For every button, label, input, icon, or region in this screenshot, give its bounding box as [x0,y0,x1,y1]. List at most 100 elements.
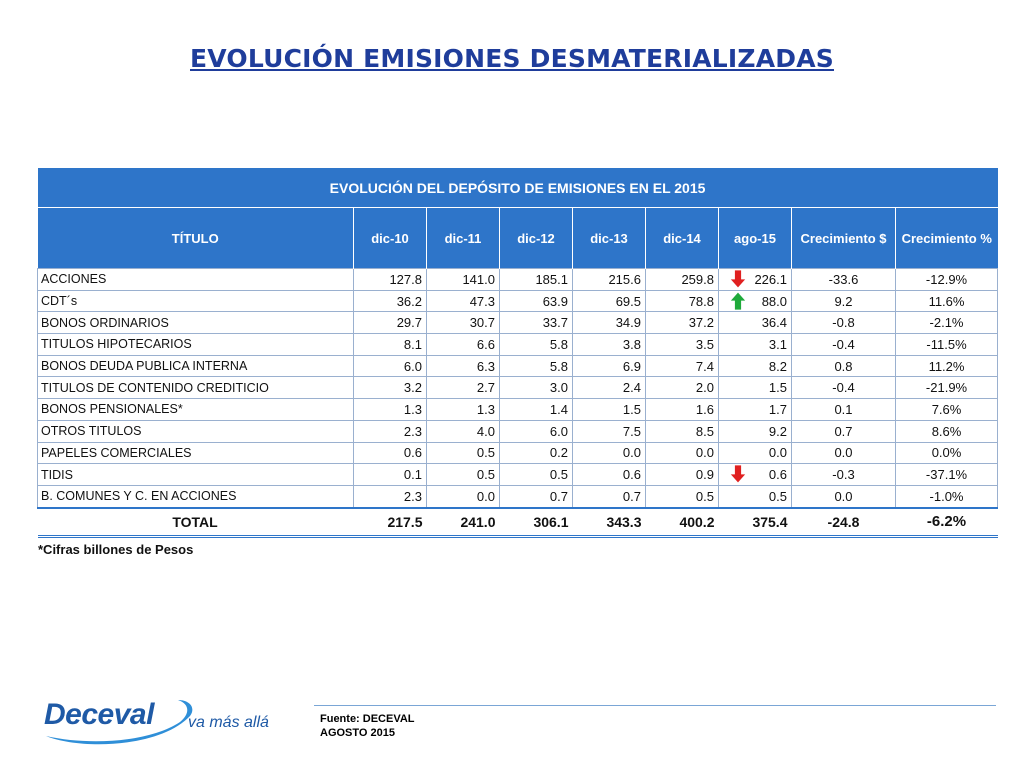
row-value-text: 29.7 [396,315,422,331]
row-growth-pct: 11.2% [894,354,999,378]
row-value: 3.8 [572,333,646,356]
row-growth-pct: 7.6% [894,398,999,421]
row-value: 1.3 [426,398,500,421]
row-value: 0.7 [499,484,573,509]
row-value: 1.6 [645,398,719,421]
header-crecimiento-pct: Crecimiento % [895,207,998,269]
row-value: 1.5 [572,398,646,421]
source-line-2: AGOSTO 2015 [320,727,395,739]
row-value: 2.7 [426,376,500,400]
row-value-text: 6.0 [403,358,422,374]
row-title: BONOS PENSIONALES* [37,398,354,421]
row-value-text: 34.9 [615,315,641,331]
row-value-text: 0.0 [476,488,495,504]
row-value-text: 6.0 [549,423,568,439]
row-growth-pct: 8.6% [894,419,999,443]
row-value: 7.5 [572,419,646,443]
row-value: 185.1 [499,268,573,291]
row-value-text: 2.7 [476,380,495,396]
row-value: 6.3 [426,354,500,378]
row-value: 226.1 [718,268,792,291]
row-value: 2.3 [353,419,427,443]
row-growth-pesos: 0.0 [791,441,896,465]
row-growth-pesos: 9.2 [791,289,896,313]
row-value: 5.8 [499,354,573,378]
header-crecimiento-pesos: Crecimiento $ [791,207,896,269]
table-row: ACCIONES 127.8 141.0 185.1 215.6 259.8 226.1 -3… [37,268,999,291]
row-value-text: 7.4 [695,358,714,374]
source-note: Fuente: DECEVAL AGOSTO 2015 [320,712,415,740]
row-value: 6.6 [426,333,500,356]
row-value: 8.5 [645,419,719,443]
row-value-text: 0.6 [768,467,787,483]
arrow-down-icon [729,269,747,289]
table-row: TITULOS HIPOTECARIOS 8.1 6.6 5.8 3.8 3.5 3.1 -0… [37,333,999,356]
row-growth-pesos: 0.0 [791,484,896,509]
logo-swoosh-icon [46,700,193,745]
row-title: OTROS TITULOS [37,419,354,443]
table-row: TIDIS 0.1 0.5 0.5 0.6 0.9 0.6 -0.3 -37.1% [37,463,999,486]
row-growth-pct: -21.9% [894,376,999,400]
row-value-text: 30.7 [469,315,495,331]
row-value: 30.7 [426,311,500,335]
row-growth-pct: 11.6% [894,289,999,313]
arrow-up-icon [729,291,747,311]
row-value-text: 0.7 [549,488,568,504]
row-value-text: 1.4 [549,401,568,417]
row-value-text: 0.5 [549,467,568,483]
row-value: 6.0 [353,354,427,378]
footer-divider [314,705,996,706]
row-value-text: 3.5 [695,336,714,352]
row-value: 141.0 [426,268,500,291]
row-growth-pesos: -0.8 [791,311,896,335]
total-value: 400.2 [645,506,719,538]
row-value-text: 47.3 [469,293,495,309]
row-value: 3.5 [645,333,719,356]
row-value-text: 127.8 [389,271,422,287]
emissions-table-container: EVOLUCIÓN DEL DEPÓSITO DE EMISIONES EN E… [37,168,999,538]
total-value: 306.1 [499,506,573,538]
row-value: 6.9 [572,354,646,378]
row-value: 0.0 [718,441,792,465]
row-value-text: 1.7 [768,401,787,417]
row-value-text: 0.5 [476,445,495,461]
row-growth-pesos: -0.3 [791,463,896,486]
row-value: 29.7 [353,311,427,335]
row-value-text: 0.5 [476,467,495,483]
row-value-text: 63.9 [542,293,568,309]
header-dic-11: dic-11 [426,207,500,269]
row-value: 0.5 [645,484,719,509]
row-value: 47.3 [426,289,500,313]
footnote: *Cifras billones de Pesos [38,542,194,557]
row-value: 1.3 [353,398,427,421]
row-value: 6.0 [499,419,573,443]
source-line-1: Fuente: DECEVAL [320,713,415,725]
row-value-text: 3.0 [549,380,568,396]
row-value: 7.4 [645,354,719,378]
row-value: 1.5 [718,376,792,400]
row-value-text: 3.1 [768,336,787,352]
row-value: 78.8 [645,289,719,313]
logo-wordmark: Deceval [44,698,154,731]
row-value: 36.4 [718,311,792,335]
row-value-text: 78.8 [688,293,714,309]
header-ago-15: ago-15 [718,207,792,269]
row-value-text: 6.9 [622,358,641,374]
header-dic-10: dic-10 [353,207,427,269]
row-value-text: 8.5 [695,423,714,439]
row-value-text: 7.5 [622,423,641,439]
arrow-down-icon [729,464,747,484]
total-value: 343.3 [572,506,646,538]
row-value: 0.7 [572,484,646,509]
row-value: 259.8 [645,268,719,291]
row-growth-pct: -37.1% [894,463,999,486]
row-value-text: 0.0 [768,445,787,461]
row-title: PAPELES COMERCIALES [37,441,354,465]
row-value-text: 33.7 [542,315,568,331]
row-value-text: 259.8 [681,271,714,287]
row-value: 0.9 [645,463,719,486]
table-row: BONOS ORDINARIOS 29.7 30.7 33.7 34.9 37.2 36.4… [37,311,999,335]
row-value: 8.1 [353,333,427,356]
table-row: PAPELES COMERCIALES 0.6 0.5 0.2 0.0 0.0 0.0 0.0… [37,441,999,465]
row-value: 3.1 [718,333,792,356]
